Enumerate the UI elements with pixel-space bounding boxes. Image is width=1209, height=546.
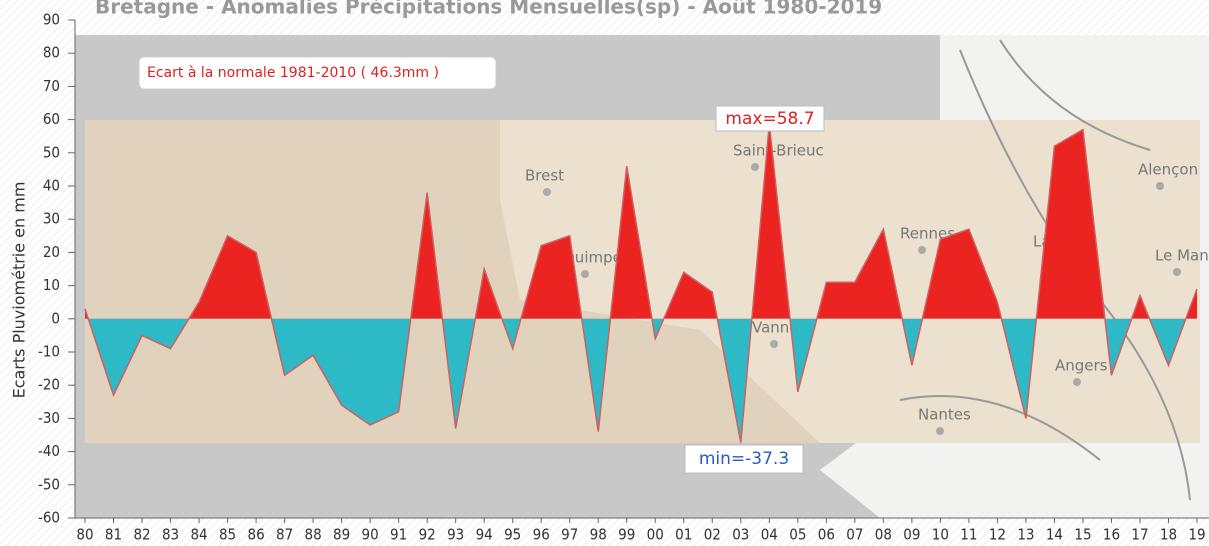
max-label: max=58.7 [725, 109, 814, 129]
x-tick-label: 17 [1131, 526, 1148, 544]
x-tick-label: 96 [533, 526, 550, 544]
x-tick-label: 04 [761, 526, 778, 544]
x-tick-label: 97 [561, 526, 578, 544]
map-dot [1173, 268, 1181, 276]
y-tick-label: 30 [43, 210, 60, 228]
y-tick-label: -40 [38, 442, 60, 460]
y-axis-label: Ecarts Pluviométrie en mm [10, 182, 29, 399]
map-dot [543, 188, 551, 196]
x-tick-label: 95 [504, 526, 521, 544]
x-tick-label: 81 [105, 526, 122, 544]
map-dot [581, 270, 589, 278]
chart-title: Bretagne - Anomalies Précipitations Mens… [95, 0, 882, 19]
map-dot [918, 246, 926, 254]
x-tick-label: 14 [1046, 526, 1063, 544]
map-label: Brest [525, 167, 564, 185]
y-tick-label: 40 [43, 177, 60, 195]
x-tick-label: 15 [1074, 526, 1091, 544]
x-tick-label: 84 [190, 526, 207, 544]
x-tick-label: 08 [875, 526, 892, 544]
y-tick-label: 80 [43, 44, 60, 62]
x-tick-label: 94 [476, 526, 493, 544]
x-tick-label: 16 [1103, 526, 1120, 544]
x-tick-label: 19 [1188, 526, 1205, 544]
map-dot [1073, 378, 1081, 386]
x-tick-label: 02 [704, 526, 721, 544]
x-tick-label: 89 [333, 526, 350, 544]
x-tick-label: 87 [276, 526, 293, 544]
x-tick-label: 85 [219, 526, 236, 544]
y-tick-label: -10 [38, 343, 60, 361]
chart: Bretagne - Anomalies Précipitations Mens… [0, 0, 1209, 546]
map-dot [1156, 182, 1164, 190]
x-tick-label: 03 [732, 526, 749, 544]
y-tick-label: 50 [43, 143, 60, 161]
page: {"chart_data": {"type": "area", "title":… [0, 0, 1209, 546]
y-tick-label: 60 [43, 110, 60, 128]
x-tick-label: 82 [133, 526, 150, 544]
y-tick-label: -30 [38, 409, 60, 427]
y-tick-label: 20 [43, 243, 60, 261]
x-tick-label: 80 [76, 526, 93, 544]
x-tick-label: 05 [789, 526, 806, 544]
x-tick-label: 83 [162, 526, 179, 544]
y-tick-label: -20 [38, 376, 60, 394]
x-tick-label: 00 [647, 526, 664, 544]
x-tick-label: 13 [1017, 526, 1034, 544]
x-tick-label: 99 [618, 526, 635, 544]
x-tick-label: 91 [390, 526, 407, 544]
min-label: min=-37.3 [699, 449, 789, 469]
x-tick-label: 06 [818, 526, 835, 544]
x-tick-label: 09 [903, 526, 920, 544]
x-tick-label: 90 [362, 526, 379, 544]
map-label: Alençon [1138, 161, 1198, 179]
map-dot [936, 427, 944, 435]
map-label: Angers [1055, 357, 1108, 375]
x-tick-label: 88 [305, 526, 322, 544]
map-dot [770, 340, 778, 348]
y-tick-label: -50 [38, 475, 60, 493]
x-tick-label: 86 [247, 526, 264, 544]
x-tick-label: 18 [1160, 526, 1177, 544]
map-label: Saint-Brieuc [733, 142, 824, 160]
y-tick-label: -60 [38, 509, 60, 527]
map-dot [751, 163, 759, 171]
annotation: Ecart à la normale 1981-2010 ( 46.3mm ) [147, 65, 439, 81]
map-label: Nantes [918, 406, 971, 424]
map-label: Le Mans [1155, 247, 1209, 265]
x-tick-label: 11 [960, 526, 977, 544]
x-tick-label: 01 [675, 526, 692, 544]
x-tick-label: 10 [932, 526, 949, 544]
x-tick-label: 07 [846, 526, 863, 544]
x-tick-label: 98 [590, 526, 607, 544]
x-tick-label: 93 [447, 526, 464, 544]
y-tick-label: 90 [43, 11, 60, 29]
y-tick-label: 70 [43, 77, 60, 95]
y-tick-label: 10 [43, 276, 60, 294]
y-tick-label: 0 [51, 309, 60, 327]
x-tick-label: 12 [989, 526, 1006, 544]
x-tick-label: 92 [419, 526, 436, 544]
